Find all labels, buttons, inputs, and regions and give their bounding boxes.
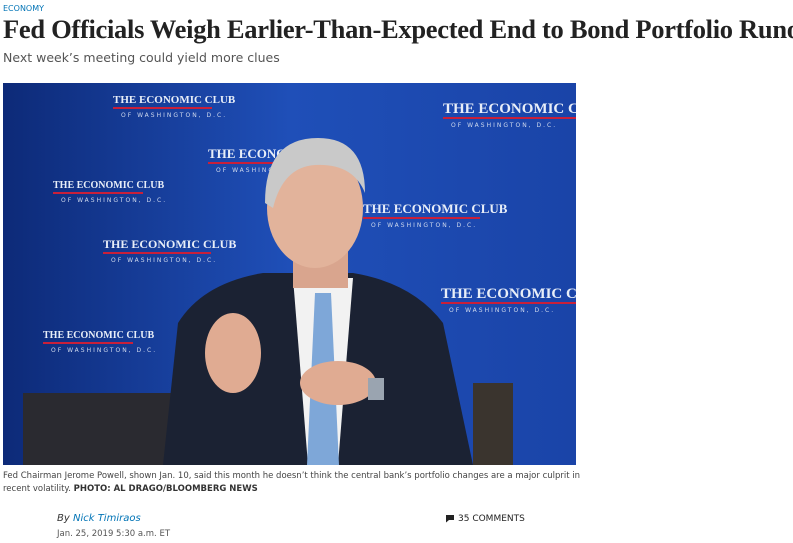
comments-link[interactable]: 35 COMMENTS xyxy=(445,514,525,524)
logo-stripe xyxy=(103,252,211,254)
backdrop-logo-sub: OF WASHINGTON, D.C. xyxy=(216,167,322,174)
backdrop-logo-sub: OF WASHINGTON, D.C. xyxy=(371,222,477,229)
photo: THE ECONOMIC CLUB OF WASHINGTON, D.C. THE … xyxy=(3,83,576,465)
logo-stripe xyxy=(113,107,212,109)
byline-prefix: By xyxy=(57,513,70,524)
logo-stripe xyxy=(53,192,143,194)
logo-stripe xyxy=(363,217,480,219)
backdrop-logo: THE ECONOMIC CLUB xyxy=(103,237,236,251)
byline: By Nick Timiraos xyxy=(57,513,141,524)
backdrop-logo: THE ECONOMIC CLUB xyxy=(53,180,164,191)
backdrop-logo-sub: OF WASHINGTON, D.C. xyxy=(449,307,555,314)
caption-text: Fed Chairman Jerome Powell, shown Jan. 1… xyxy=(3,471,581,494)
publish-date: Jan. 25, 2019 5:30 a.m. ET xyxy=(57,529,171,539)
backdrop-logo-sub: OF WASHINGTON, D.C. xyxy=(61,197,167,204)
backdrop-logo: THE ECONOMIC CLUB xyxy=(441,286,576,302)
logo-stripe xyxy=(443,117,576,119)
author-link[interactable]: Nick Timiraos xyxy=(72,513,141,524)
section-label[interactable]: ECONOMY xyxy=(3,4,45,13)
backdrop-logo: THE ECONOMIC CLUB xyxy=(443,101,576,117)
backdrop-logo-sub: OF WASHINGTON, D.C. xyxy=(451,122,557,129)
photo-credit: PHOTO: AL DRAGO/BLOOMBERG NEWS xyxy=(73,484,258,494)
headline: Fed Officials Weigh Earlier-Than-Expecte… xyxy=(3,14,793,44)
comment-icon xyxy=(446,515,454,523)
backdrop-logo-sub: OF WASHINGTON, D.C. xyxy=(121,112,227,119)
logo-stripe xyxy=(43,342,133,344)
backdrop-logo: THE ECONOMIC CLUB xyxy=(363,201,508,216)
subheadline: Next week’s meeting could yield more clu… xyxy=(3,50,280,65)
backdrop-logo-sub: OF WASHINGTON, D.C. xyxy=(111,257,217,264)
backdrop-logo: THE ECONOMIC CLUB xyxy=(113,94,236,106)
backdrop-logo-sub: OF WASHINGTON, D.C. xyxy=(51,347,157,354)
logo-stripe xyxy=(441,302,576,304)
backdrop-logo: THE ECONOMIC CLUB xyxy=(43,330,154,341)
logo-stripe xyxy=(208,162,325,164)
comments-count: 35 COMMENTS xyxy=(458,514,525,524)
caption: Fed Chairman Jerome Powell, shown Jan. 1… xyxy=(3,470,583,496)
